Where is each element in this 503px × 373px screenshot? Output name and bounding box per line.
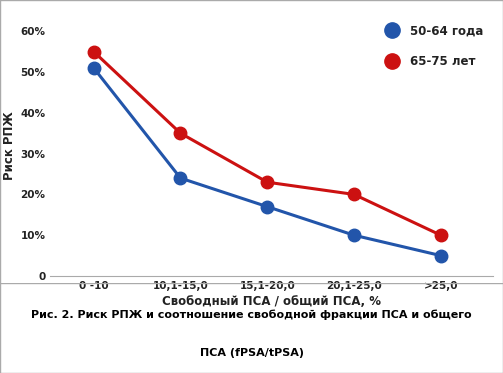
X-axis label: Свободный ПСА / общий ПСА, %: Свободный ПСА / общий ПСА, % [162,295,381,308]
Text: ПСА (fPSA/tPSA): ПСА (fPSA/tPSA) [200,348,303,358]
Legend: 50-64 года, 65-75 лет: 50-64 года, 65-75 лет [377,21,487,72]
Text: Рис. 2. Риск РПЖ и соотношение свободной фракции ПСА и общего: Рис. 2. Риск РПЖ и соотношение свободной… [31,310,472,320]
Y-axis label: Риск РПЖ: Риск РПЖ [3,111,16,180]
